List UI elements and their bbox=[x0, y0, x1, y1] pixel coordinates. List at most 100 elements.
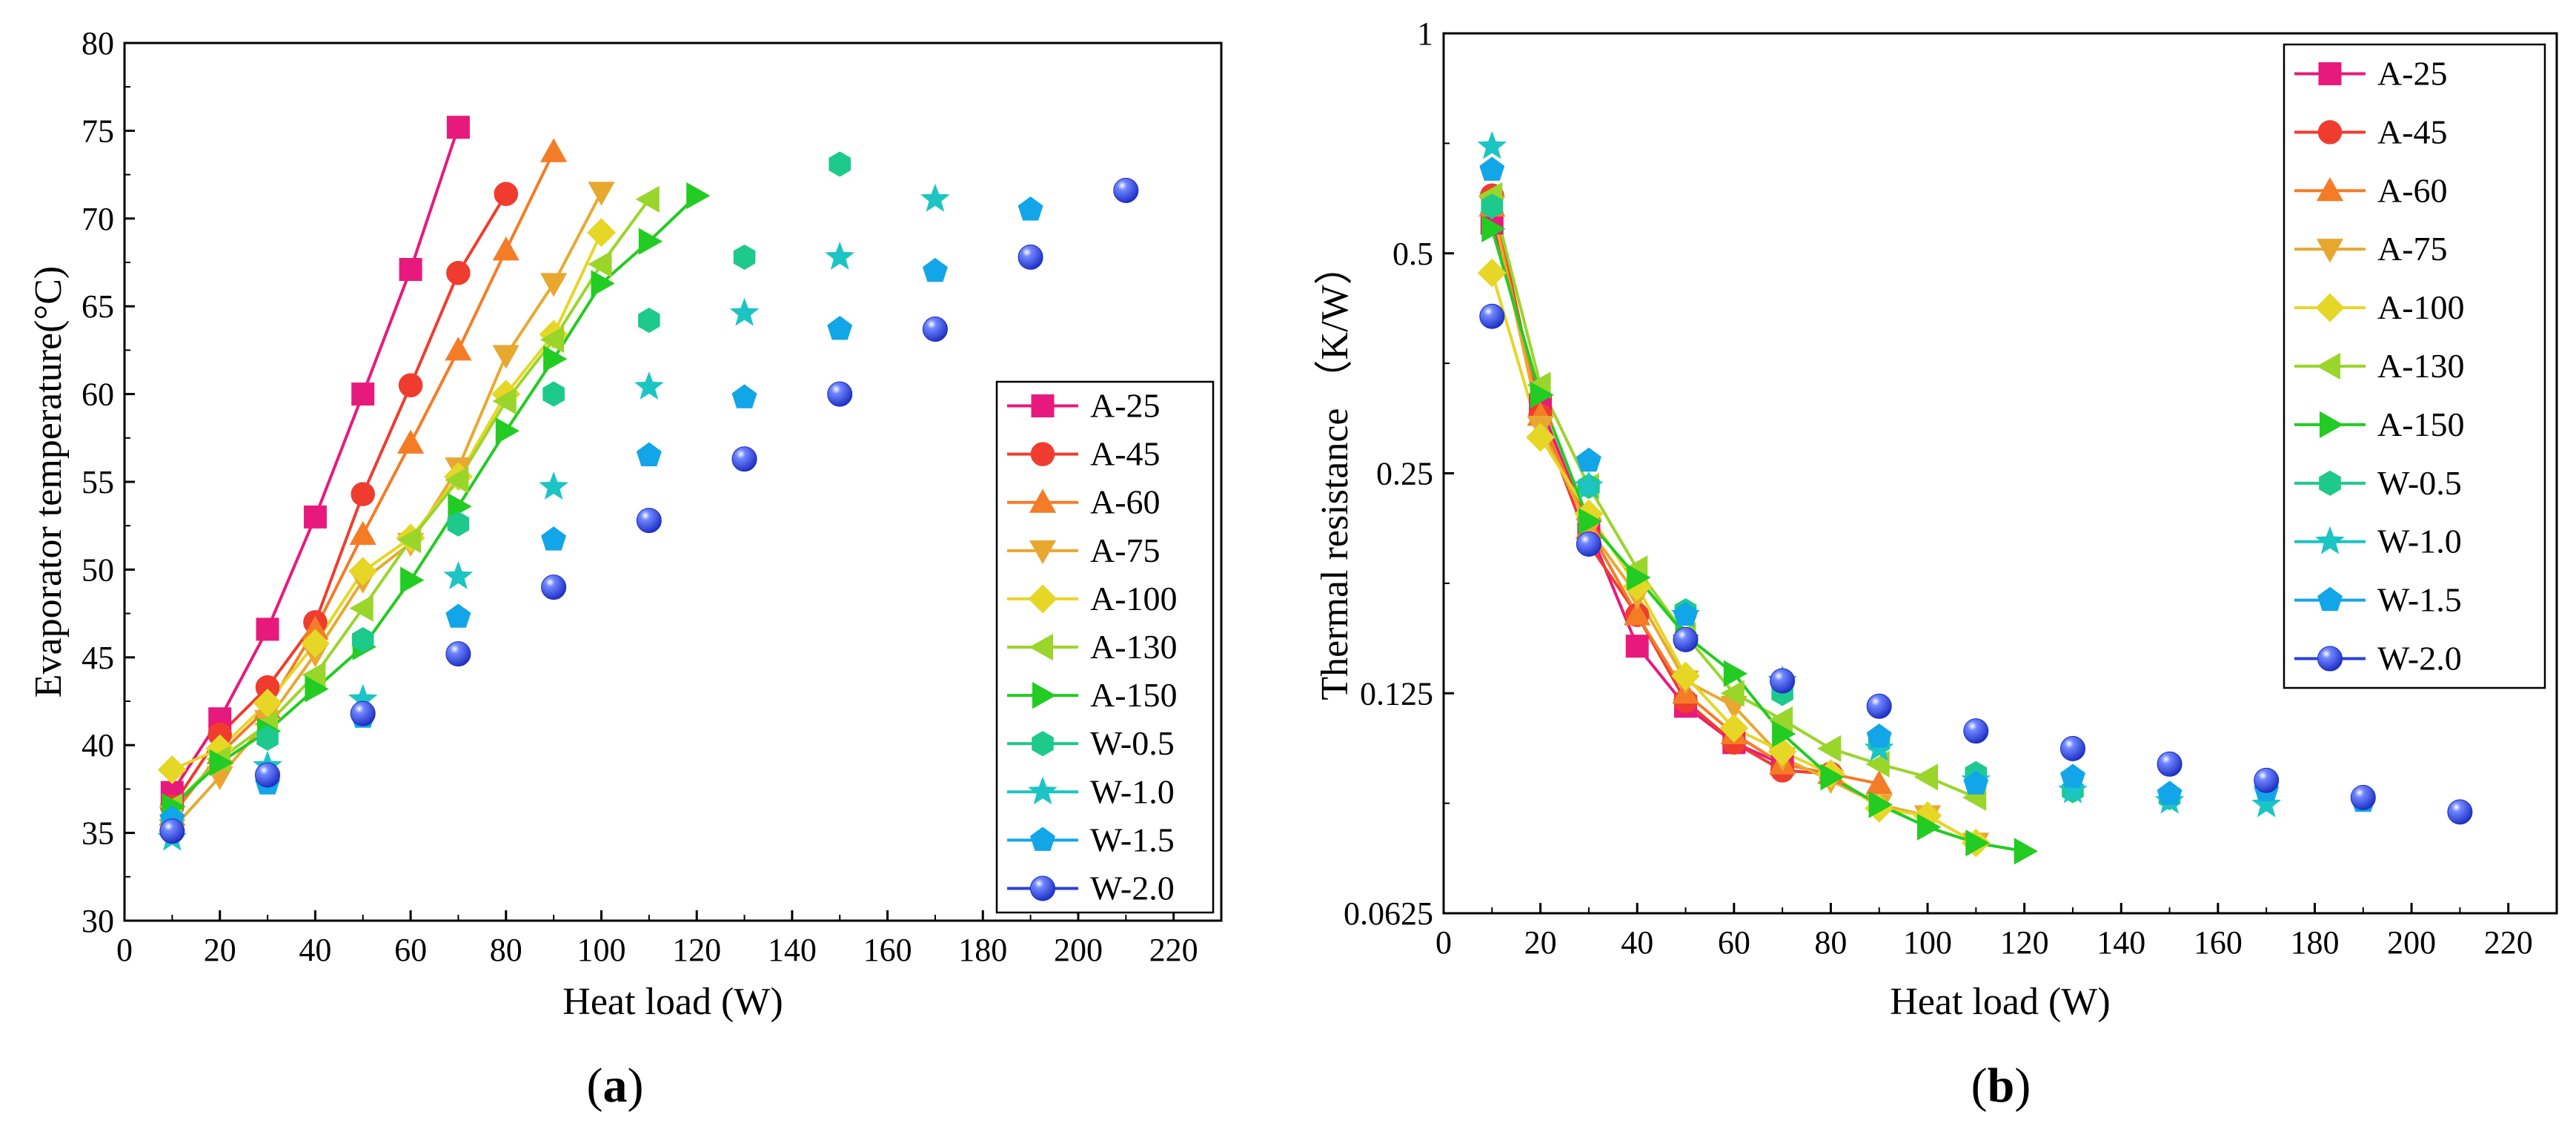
legend-marker-a-45 bbox=[1030, 442, 1055, 466]
data-point-a-150 bbox=[1917, 813, 1942, 841]
data-point-a-150 bbox=[1530, 381, 1554, 408]
legend-marker-a-75 bbox=[2316, 239, 2344, 263]
legend-marker-a-100 bbox=[2315, 293, 2345, 322]
data-point-w-1.0 bbox=[1477, 130, 1507, 159]
data-point-w-0.5 bbox=[1481, 193, 1504, 219]
y-tick-label: 40 bbox=[82, 727, 114, 764]
data-point-a-130 bbox=[1720, 680, 1745, 707]
legend-label: A-45 bbox=[2377, 113, 2448, 150]
y-tick-label: 60 bbox=[82, 377, 114, 413]
data-point-w-2.0 bbox=[1866, 693, 1892, 719]
legend-marker-w-1.0 bbox=[2315, 526, 2345, 554]
legend-label: W-1.0 bbox=[2377, 523, 2462, 560]
data-point-a-100 bbox=[1526, 423, 1556, 452]
data-point-a-25 bbox=[446, 116, 470, 139]
x-tick-label: 180 bbox=[958, 932, 1007, 968]
legend-marker-a-130 bbox=[1029, 633, 1053, 661]
x-tick-label: 20 bbox=[1524, 924, 1557, 961]
x-tick-label: 200 bbox=[1054, 932, 1103, 968]
plot-frame-a bbox=[123, 42, 1223, 922]
legend-label: A-130 bbox=[1090, 628, 1178, 666]
x-tick-label: 40 bbox=[1621, 924, 1653, 961]
y-tick-label: 1 bbox=[1417, 16, 1433, 52]
data-point-w-2.0 bbox=[636, 508, 662, 534]
data-point-w-2.0 bbox=[2254, 767, 2280, 793]
data-point-a-75 bbox=[492, 345, 519, 369]
legend-marker-a-130 bbox=[2316, 352, 2340, 380]
data-point-w-1.5 bbox=[1866, 723, 1892, 748]
x-tick-label: 40 bbox=[299, 932, 331, 968]
chart-panel-a: 0 20 40 60 80 100 120 140 160 180 200 220 30 35 40 45 50… bbox=[27, 25, 1223, 1113]
legend-marker-a-60 bbox=[2316, 177, 2344, 202]
data-point-a-100 bbox=[1719, 713, 1749, 743]
data-point-a-150 bbox=[1868, 791, 1893, 818]
series-line-a-100 bbox=[171, 231, 603, 772]
series-markers-b bbox=[1477, 130, 2473, 865]
y-tick-label: 30 bbox=[82, 903, 114, 939]
data-point-w-1.0 bbox=[634, 371, 664, 400]
x-tick-label: 140 bbox=[768, 932, 817, 968]
legend-marker-w-0.5 bbox=[1032, 731, 1054, 757]
data-point-a-150 bbox=[1481, 215, 1506, 242]
x-tick-label: 220 bbox=[1149, 932, 1198, 968]
x-tick-label: 140 bbox=[2097, 924, 2145, 961]
data-point-a-25 bbox=[303, 505, 327, 529]
data-point-w-2.0 bbox=[1963, 718, 1989, 744]
legend-label: A-25 bbox=[2377, 54, 2448, 92]
legend-label: A-150 bbox=[2377, 405, 2465, 443]
data-point-w-2.0 bbox=[827, 381, 853, 407]
data-point-w-1.5 bbox=[731, 384, 757, 408]
data-point-a-60 bbox=[349, 520, 376, 545]
legend-label: W-2.0 bbox=[2377, 640, 2462, 678]
data-point-a-150 bbox=[543, 345, 568, 373]
x-tick-label: 80 bbox=[1814, 924, 1847, 961]
data-point-w-2.0 bbox=[2350, 784, 2376, 810]
data-point-a-45 bbox=[398, 373, 423, 398]
data-point-a-100 bbox=[157, 755, 187, 784]
data-point-a-25 bbox=[1625, 635, 1649, 658]
legend-label: A-75 bbox=[2377, 230, 2448, 268]
data-point-w-0.5 bbox=[447, 511, 470, 537]
series-line-a-150 bbox=[170, 194, 698, 808]
x-tick-label: 20 bbox=[204, 932, 236, 968]
data-point-w-1.0 bbox=[539, 471, 568, 500]
data-point-a-150 bbox=[1723, 660, 1748, 687]
data-point-a-130 bbox=[445, 466, 469, 494]
legend-marker-a-75 bbox=[1029, 540, 1057, 565]
y-tick-label: 35 bbox=[82, 815, 114, 852]
x-tick-label: 60 bbox=[1718, 924, 1750, 961]
y-tick-label: 55 bbox=[82, 464, 114, 500]
data-point-a-150 bbox=[1627, 563, 1651, 592]
data-point-a-150 bbox=[2014, 838, 2038, 865]
legend-marker-a-25 bbox=[2318, 62, 2342, 85]
data-point-w-1.5 bbox=[827, 316, 853, 340]
x-tick-label: 220 bbox=[2484, 924, 2533, 961]
legend-label: A-100 bbox=[2377, 288, 2465, 326]
x-tick-label: 0 bbox=[116, 932, 133, 968]
data-point-a-150 bbox=[1820, 764, 1845, 791]
y-axis-label-b: Thermal resistance （K/W） bbox=[1314, 246, 1356, 700]
legend-label: A-25 bbox=[1090, 387, 1161, 425]
panel-label-a: (a) bbox=[587, 1059, 644, 1113]
legend-marker-a-25 bbox=[1031, 394, 1055, 418]
data-point-w-1.0 bbox=[2058, 775, 2088, 804]
data-point-w-1.0 bbox=[920, 183, 950, 212]
axis-ticks-a: 0 20 40 60 80 100 120 140 160 180 200 220 30 35 40 45 50… bbox=[82, 25, 1198, 968]
data-point-w-1.5 bbox=[445, 603, 471, 628]
y-tick-label: 0.25 bbox=[1376, 456, 1433, 492]
data-point-w-1.0 bbox=[443, 560, 474, 589]
data-point-w-2.0 bbox=[2157, 751, 2182, 777]
data-point-a-130 bbox=[396, 526, 422, 554]
data-point-w-1.5 bbox=[636, 442, 662, 466]
data-point-a-100 bbox=[1671, 661, 1700, 691]
legend-marker-w-2.0 bbox=[2317, 646, 2343, 672]
data-point-a-45 bbox=[446, 260, 471, 285]
legend-label: W-1.0 bbox=[1090, 772, 1175, 810]
data-point-w-0.5 bbox=[829, 151, 851, 177]
legend-marker-w-2.0 bbox=[1030, 875, 1055, 901]
data-point-w-0.5 bbox=[733, 244, 756, 270]
data-point-w-2.0 bbox=[541, 574, 567, 600]
x-tick-label: 0 bbox=[1435, 924, 1452, 961]
legend-label: W-0.5 bbox=[2377, 464, 2462, 502]
